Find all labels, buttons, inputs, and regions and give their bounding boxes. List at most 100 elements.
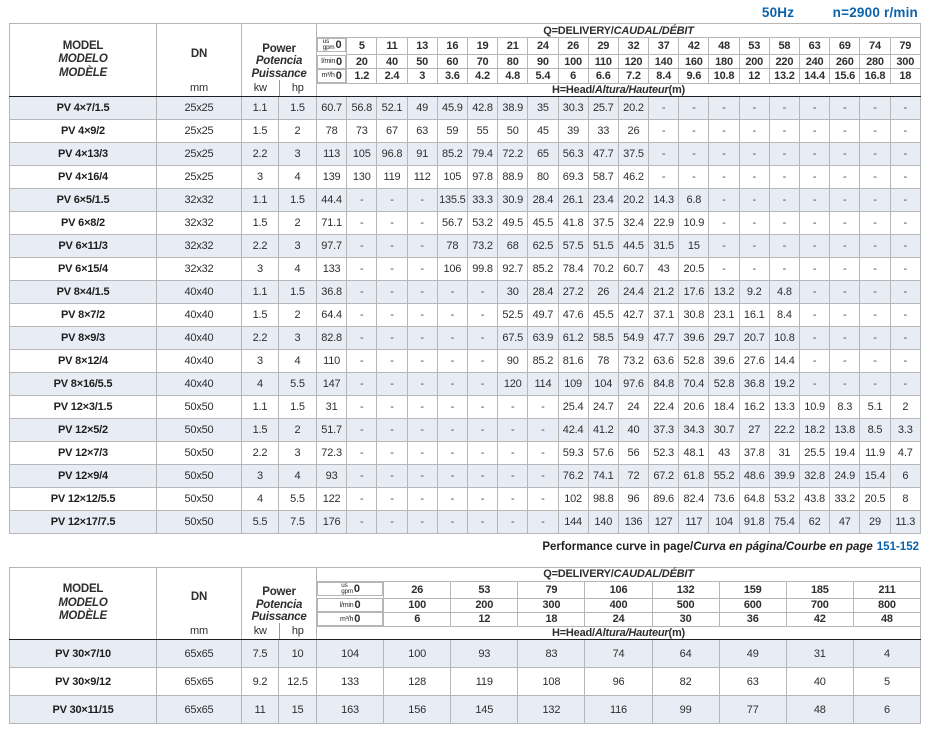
model-cell: PV 4×16/4: [9, 164, 157, 189]
flow-unit-label: l/min: [321, 58, 336, 65]
head-cell: -: [889, 371, 922, 396]
hp-cell: 2: [278, 417, 317, 442]
power-label-es: Potencia: [255, 55, 303, 67]
head-cell: 15.4: [859, 463, 891, 488]
head-cell: 145: [450, 695, 519, 724]
head-cell: 65: [527, 141, 559, 166]
head-cell: 64: [651, 639, 720, 668]
flow-header-value: 160: [678, 54, 710, 69]
head-cell: 19.2: [768, 371, 801, 396]
head-cell: 8: [889, 486, 922, 511]
h-title-alt: Altura/Hauteur: [594, 83, 669, 96]
head-cell: 30.3: [557, 95, 589, 120]
model-header-es: MODELO: [58, 596, 108, 609]
head-cell: -: [798, 210, 831, 235]
head-cell: 52.3: [648, 440, 680, 465]
pump-row: PV 4×16/4 25x25 3 4 139 130 119 112 105 97.8 88.9 8…: [9, 164, 922, 189]
head-cell: 22.4: [648, 394, 680, 419]
head-cell: 62: [798, 509, 831, 534]
pump-row: PV 12×17/7.5 50x50 5.5 7.5 176- - - - - - -144 140 1…: [9, 509, 922, 534]
hp-unit-label: hp: [278, 79, 317, 96]
head-cell: 110: [315, 348, 348, 373]
head-cell: -: [708, 118, 740, 143]
head-cell: -: [798, 325, 831, 350]
head-cell: 74.1: [587, 463, 619, 488]
head-cell: -: [829, 348, 861, 373]
head-cell: 18.2: [798, 417, 831, 442]
head-cell: 82.8: [315, 325, 348, 350]
flow-header-value: 50: [406, 54, 438, 69]
head-cell: -: [768, 164, 801, 189]
hp-cell: 15: [278, 695, 317, 724]
head-cell: -: [889, 118, 922, 143]
head-cell: -: [376, 279, 408, 304]
head-cell: 91.8: [738, 509, 770, 534]
head-cell: 57.6: [587, 440, 619, 465]
head-cell: -: [829, 371, 861, 396]
head-cell: 33: [587, 118, 619, 143]
head-cell: -: [678, 164, 710, 189]
head-cell: -: [829, 325, 861, 350]
flow-unit-label: us gpm: [341, 581, 353, 595]
head-cell: 32.4: [617, 210, 650, 235]
head-cell: -: [798, 141, 831, 166]
model-header-en: MODEL: [62, 39, 104, 52]
head-cell: 53.2: [768, 486, 801, 511]
head-cell: -: [346, 210, 378, 235]
head-cell: 133: [315, 256, 348, 281]
flow-header-value: 32: [617, 37, 650, 55]
head-cell: -: [406, 233, 438, 258]
lmin-header-row: l/min 0 100 200 300 400 500 600 700 800: [10, 597, 922, 613]
header-row-q: MODEL MODELO MODÈLE DN mm Power Potencia…: [9, 23, 921, 97]
head-cell: 13.8: [829, 417, 861, 442]
head-cell: -: [738, 164, 770, 189]
flow-header-value: us gpm 0: [317, 38, 347, 52]
flow-header-value: 300: [889, 54, 922, 69]
dn-cell: 25x25: [156, 118, 242, 143]
head-cell: -: [648, 118, 680, 143]
head-cell: 52.8: [678, 348, 710, 373]
head-cell: -: [859, 118, 891, 143]
head-cell: -: [889, 256, 922, 281]
head-cell: 75.4: [768, 509, 801, 534]
head-cell: -: [889, 279, 922, 304]
head-cell: -: [829, 187, 861, 212]
head-cell: -: [708, 141, 740, 166]
flow-header-value: 69: [829, 37, 861, 55]
pump-row: PV 6×5/1.5 32x32 1.1 1.5 44.4- - -135.5 33.3 30.…: [9, 187, 922, 212]
head-cell: 24: [617, 394, 650, 419]
head-cell: 81.6: [557, 348, 589, 373]
head-cell: -: [406, 302, 438, 327]
head-cell: -: [859, 302, 891, 327]
model-cell: PV 6×8/2: [9, 210, 157, 235]
head-cell: -: [768, 210, 801, 235]
head-cell: 67.5: [497, 325, 529, 350]
head-cell: 79.4: [466, 141, 499, 166]
h-title-unit: (m): [668, 83, 686, 96]
head-cell: 89.6: [648, 486, 680, 511]
head-cell: 43: [708, 440, 740, 465]
kw-cell: 1.1: [241, 187, 279, 212]
head-cell: -: [497, 486, 529, 511]
hp-cell: 1.5: [278, 187, 317, 212]
head-cell: 26: [587, 279, 619, 304]
dn-cell: 50x50: [156, 417, 242, 442]
head-cell: 100: [383, 639, 452, 668]
pump-row: PV 30×7/10 65x65 7.5 10 104 100 93 83 74 64 49 31 4: [9, 639, 922, 668]
pump-row: PV 8×4/1.5 40x40 1.1 1.5 36.8- - - - -30 28.4 27.2…: [9, 279, 922, 304]
head-cell: 112: [406, 164, 438, 189]
head-cell: 20.5: [678, 256, 710, 281]
flow-header-value: 280: [859, 54, 891, 69]
head-cell: -: [376, 302, 408, 327]
kw-unit-label: kw: [253, 81, 267, 94]
q-title-en: Q=DELIVERY/: [543, 24, 614, 37]
head-cell: 43: [648, 256, 680, 281]
hp-cell: 2: [278, 118, 317, 143]
dn-cell: 32x32: [156, 256, 242, 281]
performance-curve-note: Performance curve in page/Curva en págin…: [9, 534, 921, 553]
kw-cell: 4: [241, 371, 279, 396]
head-cell: -: [798, 118, 831, 143]
power-label-en: Power: [262, 42, 296, 55]
head-cell: 14.4: [768, 348, 801, 373]
dn-cell: 25x25: [156, 95, 242, 120]
